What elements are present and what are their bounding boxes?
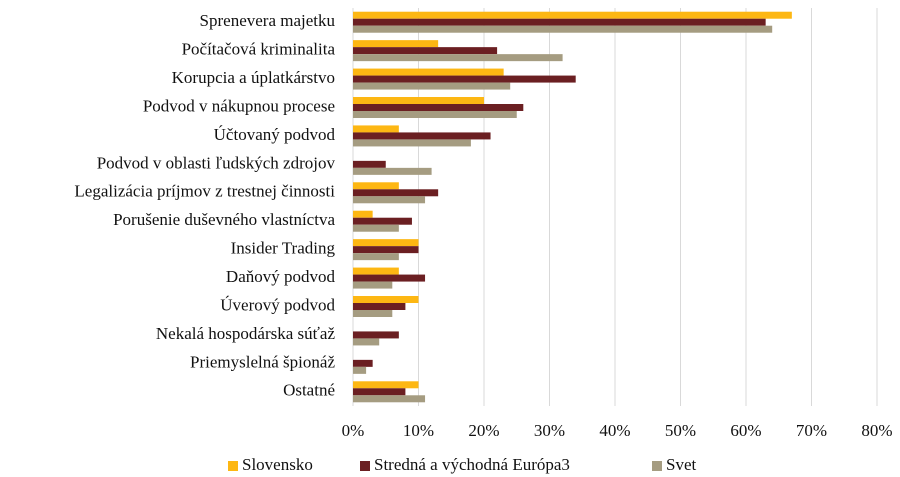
legend-label: Slovensko — [242, 455, 313, 474]
y-tick-label: Legalizácia príjmov z trestnej činnosti — [74, 182, 335, 201]
bar — [353, 303, 406, 310]
legend-label: Svet — [666, 455, 697, 474]
bar — [353, 139, 471, 147]
x-tick-label: 80% — [861, 421, 892, 440]
bar — [353, 239, 419, 247]
legend-label: Stredná a východná Európa3 — [374, 455, 570, 474]
bar — [353, 68, 504, 76]
bar — [353, 253, 399, 261]
bar — [353, 82, 511, 90]
y-tick-label: Daňový podvod — [226, 267, 336, 286]
bar — [353, 310, 393, 317]
bar — [353, 160, 386, 168]
bar — [353, 75, 576, 83]
bar — [353, 267, 399, 275]
y-tick-label: Počítačová kriminalita — [182, 40, 336, 59]
bar — [353, 366, 367, 374]
legend-swatch — [652, 461, 662, 471]
bar — [353, 274, 426, 282]
y-tick-label: Priemyslelná špionáž — [190, 352, 335, 371]
x-tick-label: 40% — [599, 421, 630, 440]
legend-swatch — [228, 461, 238, 471]
y-tick-label: Účtovaný podvod — [214, 125, 336, 144]
y-tick-label: Podvod v oblasti ľudských zdrojov — [97, 153, 336, 172]
legend-swatch — [360, 461, 370, 471]
bar — [353, 217, 412, 225]
bar — [353, 104, 524, 111]
bar — [353, 25, 773, 33]
x-tick-label: 0% — [342, 421, 365, 440]
y-tick-label: Nekalá hospodárska súťaž — [156, 324, 336, 343]
y-tick-label: Sprenevera majetku — [200, 11, 336, 30]
bar — [353, 18, 766, 26]
bar — [353, 246, 419, 254]
x-tick-label: 20% — [468, 421, 499, 440]
bar — [353, 359, 373, 367]
x-tick-label: 10% — [403, 421, 434, 440]
bar — [353, 97, 484, 104]
bar — [353, 224, 399, 232]
bar — [353, 338, 380, 346]
bar — [353, 54, 563, 62]
y-tick-label: Porušenie duševného vlastníctva — [113, 210, 335, 229]
bar — [353, 210, 373, 218]
y-tick-label: Podvod v nákupnou procese — [143, 96, 335, 115]
bar — [353, 40, 439, 48]
y-tick-label: Insider Trading — [231, 239, 336, 258]
bar — [353, 47, 498, 55]
bar — [353, 196, 426, 204]
bar — [353, 125, 399, 133]
y-tick-label: Úverový podvod — [220, 295, 335, 314]
bar — [353, 167, 432, 175]
bar — [353, 381, 419, 389]
bar — [353, 281, 393, 289]
bar — [353, 388, 406, 396]
bar — [353, 11, 792, 19]
bar — [353, 182, 399, 190]
bar — [353, 296, 419, 303]
y-tick-label: Korupcia a úplatkárstvo — [172, 68, 335, 87]
x-tick-label: 30% — [534, 421, 565, 440]
bar — [353, 189, 439, 197]
bar — [353, 331, 399, 339]
y-tick-label: Ostatné — [283, 381, 335, 400]
x-tick-label: 60% — [730, 421, 761, 440]
x-tick-label: 50% — [665, 421, 696, 440]
bar — [353, 132, 491, 140]
bar — [353, 395, 426, 403]
bar — [353, 111, 517, 118]
x-tick-label: 70% — [796, 421, 827, 440]
